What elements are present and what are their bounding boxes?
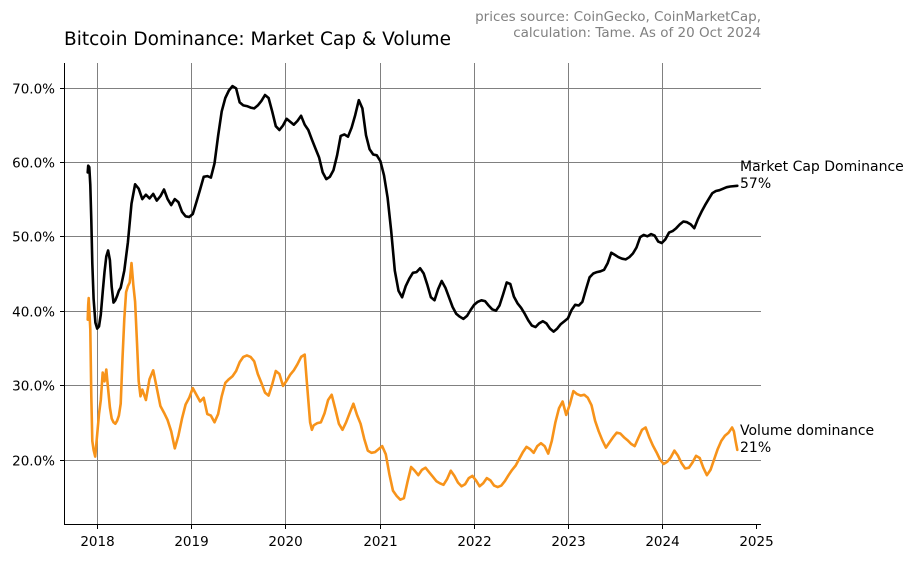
series-layer bbox=[86, 84, 739, 501]
volume-value-label: 21% bbox=[740, 440, 771, 456]
y-tick-label: 50.0% bbox=[12, 230, 55, 246]
y-tick-label: 30.0% bbox=[12, 379, 55, 395]
series-end-labels: Market Cap Dominance 57% Volume dominanc… bbox=[740, 159, 904, 456]
y-gridlines bbox=[64, 88, 761, 461]
y-tick-label: 60.0% bbox=[12, 156, 55, 172]
x-tick-label: 2021 bbox=[363, 534, 397, 550]
market-cap-dominance-line bbox=[86, 84, 739, 333]
volume-dominance-line bbox=[86, 261, 739, 501]
y-tick-label: 20.0% bbox=[12, 454, 55, 470]
x-tick-label: 2025 bbox=[739, 534, 773, 550]
source-note-line-2: calculation: Tame. As of 20 Oct 2024 bbox=[513, 25, 761, 41]
source-note-line-1: prices source: CoinGecko, CoinMarketCap, bbox=[475, 9, 761, 25]
x-gridlines bbox=[97, 63, 663, 525]
volume-label: Volume dominance bbox=[740, 423, 874, 439]
x-tick-label: 2019 bbox=[174, 534, 208, 550]
y-tick-label: 40.0% bbox=[12, 305, 55, 321]
market-cap-value-label: 57% bbox=[740, 176, 771, 192]
market-cap-label: Market Cap Dominance bbox=[740, 159, 904, 175]
x-tick-label: 2023 bbox=[551, 534, 585, 550]
chart-title: Bitcoin Dominance: Market Cap & Volume bbox=[64, 29, 451, 50]
x-tick-label: 2018 bbox=[80, 534, 114, 550]
y-tick-label: 70.0% bbox=[12, 82, 55, 98]
x-tick-label: 2022 bbox=[457, 534, 491, 550]
y-ticks: 20.0% 30.0% 40.0% 50.0% 60.0% 70.0% bbox=[12, 82, 64, 470]
x-ticks: 2018 2019 2020 2021 2022 2023 2024 2025 bbox=[80, 525, 774, 550]
x-tick-label: 2020 bbox=[268, 534, 302, 550]
x-tick-label: 2024 bbox=[645, 534, 679, 550]
